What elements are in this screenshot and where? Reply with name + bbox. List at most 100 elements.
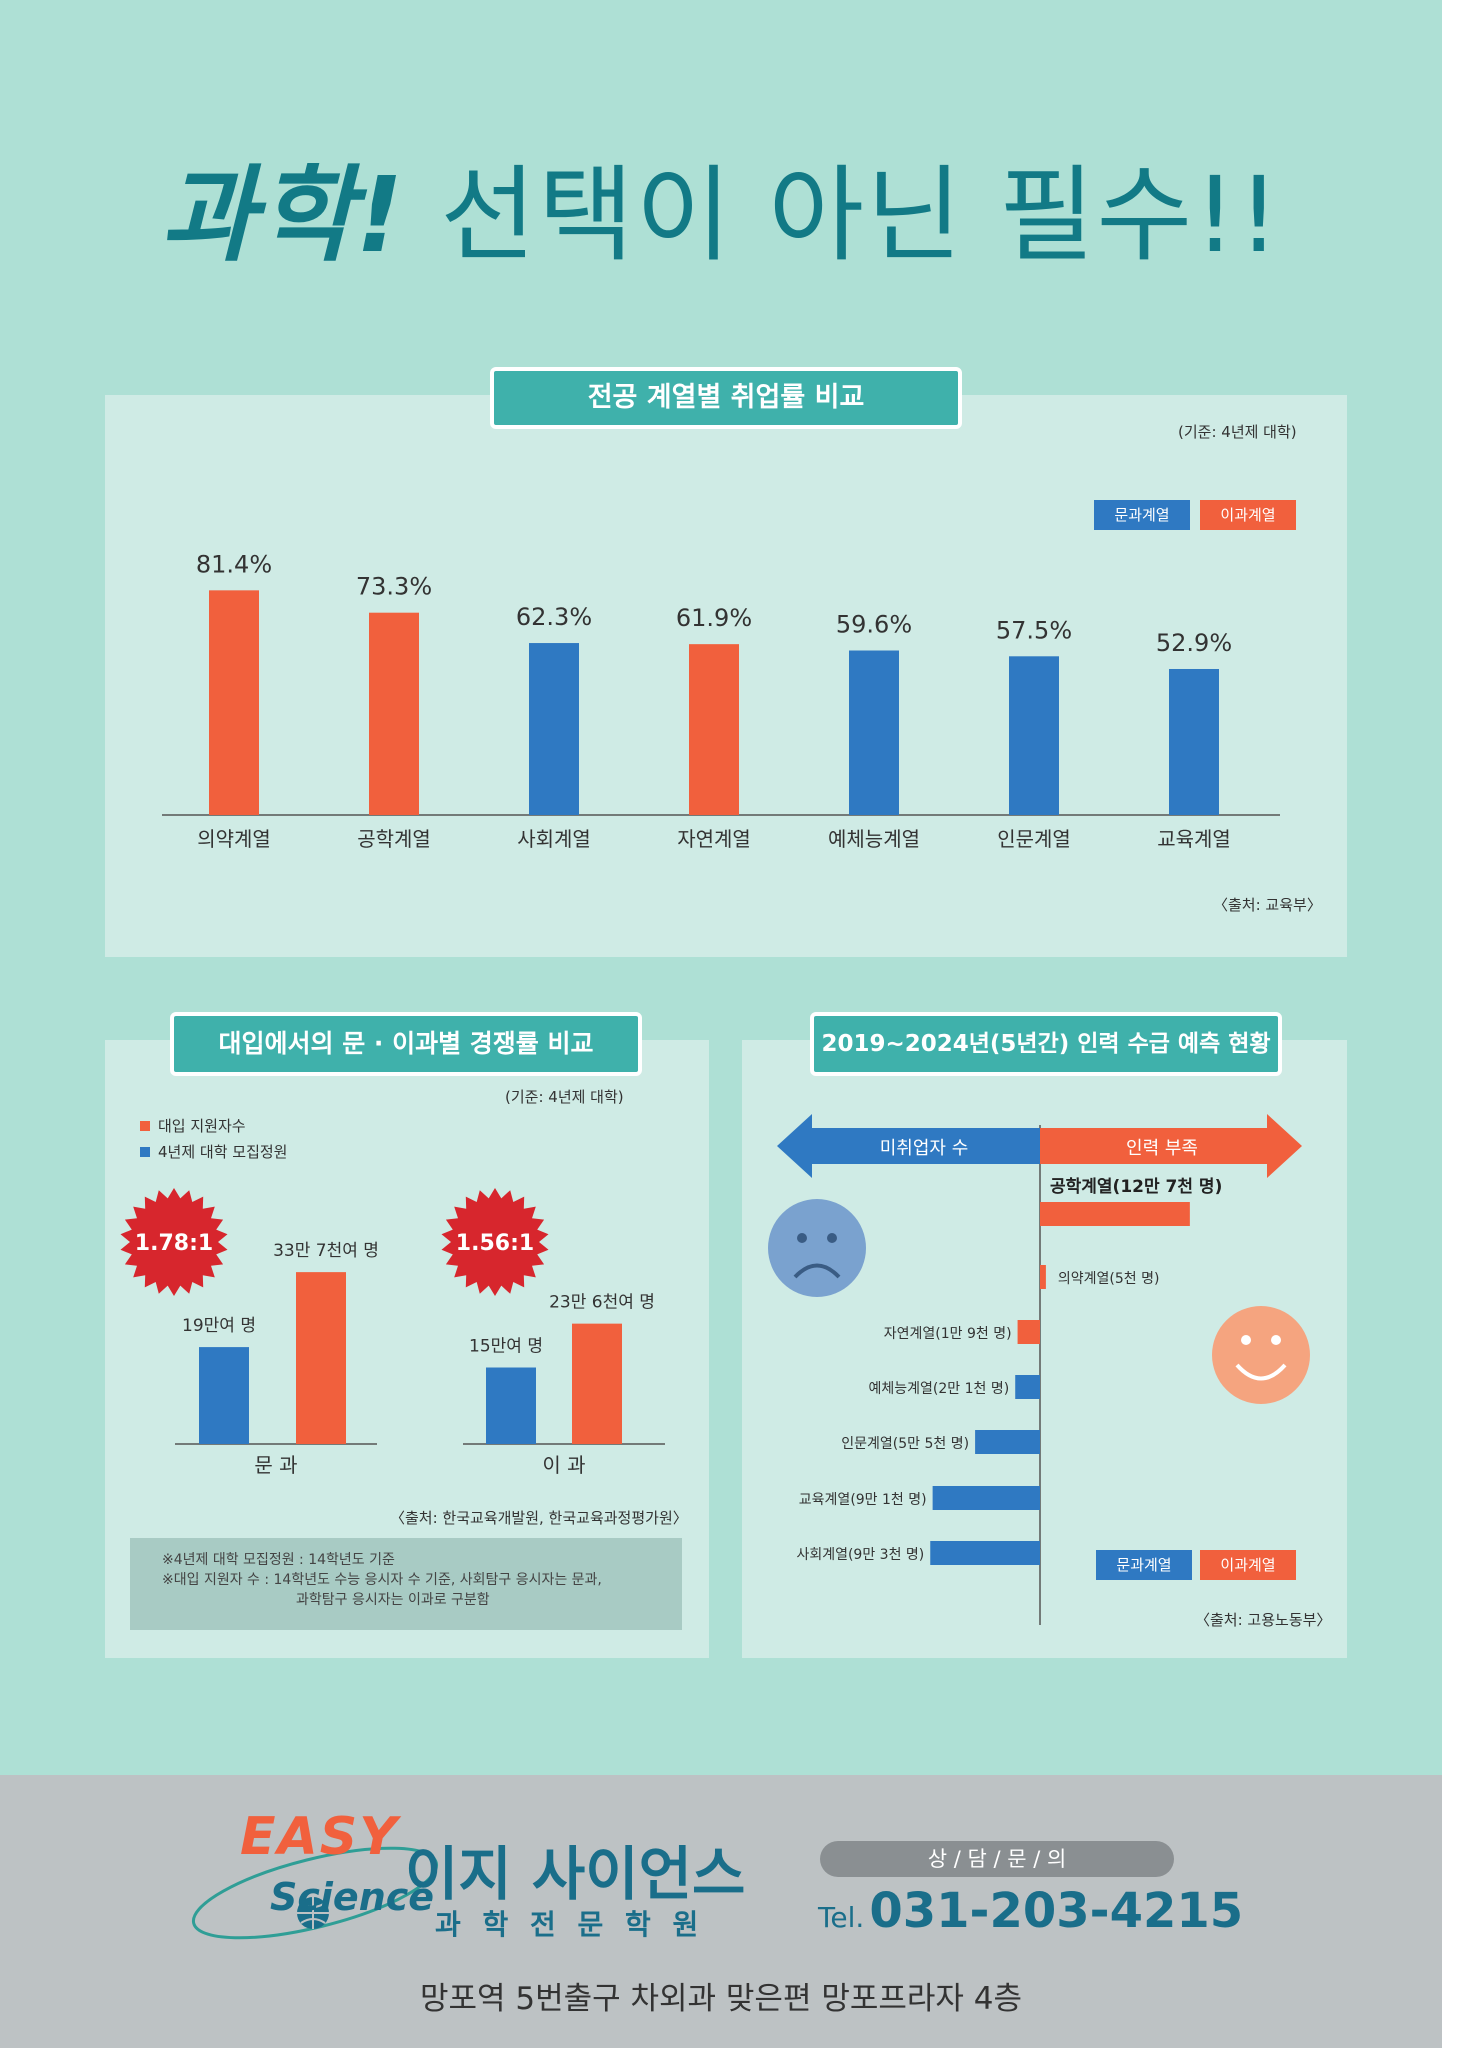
data-label: 23만 6천여 명 — [549, 1293, 655, 1313]
note-line-1: ※4년제 대학 모집정원 : 14학년도 기준 — [162, 1552, 395, 1568]
data-label: 19만여 명 — [182, 1316, 256, 1336]
category-label: 자연계열 — [677, 827, 751, 851]
headline: 과학! 선택이 아닌 필수!! — [0, 130, 1442, 281]
category-label: 의약계열 — [197, 827, 271, 851]
bar — [1015, 1375, 1040, 1399]
bar — [529, 643, 579, 815]
bar — [1040, 1202, 1190, 1226]
happy-face-mouth — [1235, 1363, 1287, 1381]
bar — [486, 1367, 536, 1444]
bar-label: 사회계열(9만 3천 명) — [796, 1547, 924, 1563]
address: 망포역 5번출구 차외과 맞은편 망포프라자 4층 — [419, 1981, 1023, 2017]
employment-tag: 전공 계열별 취업률 비교 — [490, 367, 962, 429]
manpower-tag: 2019~2024년(5년간) 인력 수급 예측 현황 — [810, 1012, 1282, 1076]
data-label: 57.5% — [996, 616, 1072, 644]
employment-basis: (기준: 4년제 대학) — [1178, 423, 1297, 441]
bar — [975, 1430, 1040, 1454]
employment-source: 〈출처: 교육부〉 — [1213, 896, 1322, 914]
competition-basis: (기준: 4년제 대학) — [505, 1088, 624, 1106]
bar-label: 예체능계열(2만 1천 명) — [869, 1381, 1010, 1397]
bar — [930, 1541, 1040, 1565]
logo-science: Science — [270, 1875, 435, 1919]
phone[interactable]: Tel. 031-203-4215 — [818, 1883, 1243, 1939]
bar-label: 인문계열(5만 5천 명) — [841, 1436, 969, 1452]
arrow-right-icon — [1040, 1114, 1302, 1178]
logo-orbit-icon — [191, 1846, 439, 1940]
arrow-right-label: 인력 부족 — [1126, 1138, 1198, 1159]
sad-face-eye — [797, 1233, 807, 1243]
competition-tag: 대입에서의 문 · 이과별 경쟁률 비교 — [170, 1012, 642, 1076]
phone-prefix: Tel. — [818, 1901, 865, 1934]
happy-face-icon — [1212, 1306, 1310, 1404]
bar — [849, 650, 899, 815]
legend-science: 이과계열 — [1200, 500, 1296, 530]
footer: EASY Science 이지 사이언스 과 학 전 문 학 원 상 / 담 /… — [0, 1775, 1442, 2048]
bar — [209, 590, 259, 815]
sad-face-mouth — [793, 1263, 841, 1279]
phone-number[interactable]: 031-203-4215 — [869, 1883, 1244, 1939]
brand-sub: 과 학 전 문 학 원 — [435, 1908, 705, 1941]
bar — [296, 1272, 346, 1444]
ratio-label: 1.56:1 — [456, 1231, 534, 1256]
bar — [369, 612, 419, 815]
sad-face-eye — [827, 1233, 837, 1243]
category-label: 인문계열 — [997, 827, 1071, 851]
arrow-left-icon — [777, 1114, 1040, 1178]
bar — [1169, 668, 1219, 815]
data-label: 33만 7천여 명 — [273, 1241, 379, 1261]
happy-face-eye — [1271, 1335, 1281, 1345]
happy-face-eye — [1241, 1335, 1251, 1345]
legend-applicants-label: 대입 지원자수 — [158, 1117, 246, 1135]
legend-quota-label: 4년제 대학 모집정원 — [158, 1143, 288, 1161]
brand-name: 이지 사이언스 — [405, 1840, 746, 1908]
category-label: 이 과 — [542, 1453, 585, 1477]
bar-label: 공학계열(12만 7천 명) — [1050, 1177, 1222, 1197]
category-label: 문 과 — [254, 1453, 297, 1477]
sad-face-icon — [768, 1199, 866, 1297]
legend-humanities-2: 문과계열 — [1096, 1550, 1192, 1580]
category-label: 예체능계열 — [828, 827, 920, 851]
bar — [572, 1323, 622, 1444]
ratio-burst-icon — [441, 1188, 549, 1296]
headline-rest: 선택이 아닌 필수!! — [440, 154, 1282, 276]
bar — [199, 1347, 249, 1444]
bar — [932, 1486, 1040, 1510]
category-label: 공학계열 — [357, 827, 431, 851]
ratio-burst-icon — [120, 1188, 228, 1296]
data-label: 52.9% — [1156, 629, 1232, 657]
logo-easy: EASY — [240, 1807, 399, 1867]
headline-bold: 과학! — [160, 154, 406, 276]
category-label: 사회계열 — [517, 827, 591, 851]
bar-label: 교육계열(9만 1천 명) — [799, 1492, 927, 1508]
data-label: 61.9% — [676, 604, 752, 632]
legend-applicants: 대입 지원자수 — [140, 1115, 246, 1136]
legend-science-2: 이과계열 — [1200, 1550, 1296, 1580]
bar — [1017, 1320, 1040, 1344]
bar-label: 의약계열(5천 명) — [1058, 1271, 1160, 1287]
arrow-left-label: 미취업자 수 — [880, 1138, 969, 1159]
competition-bar-chart: 문 과 19만여 명 33만 7천여 명 1.78:1 이 과 15만여 명 23만 6천여… — [120, 1188, 665, 1477]
note-line-2: ※대입 지원자 수 : 14학년도 수능 응시자 수 기준, 사회탐구 응시자는… — [162, 1572, 602, 1588]
data-label: 59.6% — [836, 611, 912, 639]
data-label: 62.3% — [516, 603, 592, 631]
legend-humanities: 문과계열 — [1094, 500, 1190, 530]
legend-quota-swatch — [140, 1147, 150, 1157]
bar — [689, 644, 739, 815]
bar-label: 자연계열(1만 9천 명) — [884, 1326, 1012, 1342]
legend-applicants-swatch — [140, 1121, 150, 1131]
manpower-source: 〈출처: 고용노동부〉 — [1195, 1611, 1332, 1629]
legend-quota: 4년제 대학 모집정원 — [140, 1141, 287, 1162]
data-label: 81.4% — [196, 550, 272, 578]
employment-bar-chart: 81.4% 의약계열 73.3% 공학계열 62.3% 사회계열 61.9% 자연계열 59.6… — [162, 550, 1280, 851]
category-label: 교육계열 — [1157, 827, 1231, 851]
bar — [1040, 1265, 1046, 1289]
competition-note: ※4년제 대학 모집정원 : 14학년도 기준 ※대입 지원자 수 : 14학년… — [130, 1538, 682, 1630]
bar — [1009, 656, 1059, 815]
data-label: 73.3% — [356, 573, 432, 601]
consult-badge: 상 / 담 / 문 / 의 — [820, 1841, 1174, 1877]
ratio-label: 1.78:1 — [135, 1231, 213, 1256]
note-line-3: 과학탐구 응시자는 이과로 구분함 — [296, 1592, 490, 1608]
competition-source: 〈출처: 한국교육개발원, 한국교육과정평가원〉 — [390, 1509, 688, 1527]
data-label: 15만여 명 — [469, 1337, 543, 1357]
